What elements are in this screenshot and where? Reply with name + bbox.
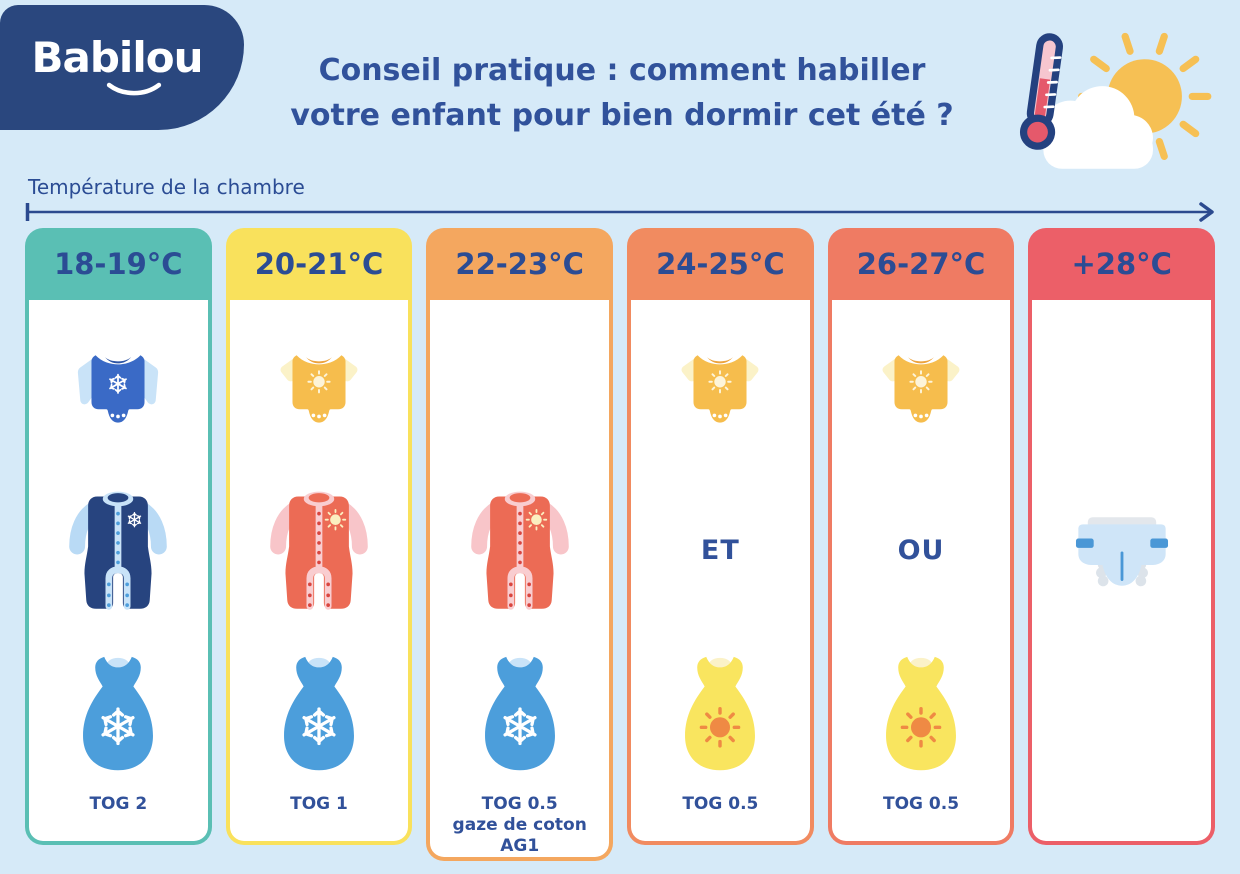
connector-ou: OU: [897, 534, 945, 566]
bodysuit-long-sleeve-snowflake-icon: [78, 355, 159, 423]
logo-card: Babilou: [0, 5, 244, 130]
bodysuit-short-sleeve-sun-icon: [882, 355, 960, 423]
temp-column-body: TOG 0.5 gaze de coton AG1: [426, 300, 614, 861]
temp-label: 22-23°C: [455, 247, 584, 281]
temp-label: +28°C: [1071, 247, 1172, 281]
empty-row: [1032, 300, 1211, 468]
temp-column-20-21: 20-21°C: [225, 228, 413, 845]
temp-header-24-25: 24-25°C: [627, 228, 814, 300]
axis-label: Température de la chambre: [28, 175, 305, 199]
temp-label: 24-25°C: [656, 247, 785, 281]
sleeping-bag-snowflake-icon: [284, 656, 354, 770]
connector-et: ET: [700, 534, 740, 566]
title-line-1: Conseil pratique : comment habiller: [318, 53, 926, 88]
pyjama-snowflake-icon: [77, 491, 160, 609]
thermometer-icon: [1019, 33, 1064, 150]
temp-column-26-27: 26-27°C OU: [827, 228, 1015, 845]
tog-label: TOG 0.5: [682, 794, 759, 814]
temp-column-body: ET TOG 0.5: [627, 300, 814, 845]
logo-smile-icon: [106, 82, 162, 96]
temp-header-26-27: 26-27°C: [827, 228, 1015, 300]
temp-header-20-21: 20-21°C: [225, 228, 413, 300]
temp-label: 18-19°C: [54, 247, 183, 281]
cloud-icon: [1042, 86, 1153, 169]
sleeping-bag-sun-icon: [685, 656, 756, 770]
tog-label: TOG 0.5 gaze de coton AG1: [430, 790, 609, 857]
title-line-2: votre enfant pour bien dormir cet été ?: [290, 98, 954, 133]
temp-column-body: OU TOG 0.5: [827, 300, 1015, 845]
temp-column-18-19: 18-19°C: [25, 228, 212, 845]
temp-column-body: [1028, 300, 1216, 845]
empty-row: [1032, 632, 1211, 790]
bodysuit-short-sleeve-sun-icon: [681, 355, 759, 423]
tog-label: TOG 0.5: [883, 794, 960, 814]
pyjama-sun-icon: [278, 491, 360, 609]
temp-column-28-plus: +28°C: [1028, 228, 1216, 845]
diaper-icon: [1075, 516, 1168, 586]
temp-header-22-23: 22-23°C: [426, 228, 614, 300]
temp-label: 20-21°C: [254, 247, 384, 281]
bodysuit-short-sleeve-sun-icon: [280, 355, 358, 423]
tog-label: TOG 1: [290, 794, 348, 814]
temperature-columns: 18-19°C: [25, 228, 1216, 861]
temp-column-body: TOG 1: [225, 300, 413, 845]
tog-label: TOG 2: [89, 794, 148, 814]
temp-header-28-plus: +28°C: [1028, 228, 1216, 300]
logo-text: Babilou: [31, 33, 204, 82]
temp-label: 26-27°C: [856, 247, 986, 281]
sleeping-bag-snowflake-icon: [83, 656, 154, 770]
sleeping-bag-snowflake-icon: [484, 656, 555, 770]
pyjama-sun-icon: [478, 491, 561, 609]
page-title: Conseil pratique : comment habiller votr…: [252, 48, 992, 138]
empty-row: [430, 300, 609, 468]
sleeping-bag-sun-icon: [886, 656, 956, 770]
temp-column-24-25: 24-25°C ET: [627, 228, 814, 845]
temp-header-18-19: 18-19°C: [25, 228, 212, 300]
temp-column-body: TOG 2: [25, 300, 212, 845]
tog-sub-label: gaze de coton AG1: [452, 815, 587, 856]
temp-column-22-23: 22-23°C TOG 0.5: [426, 228, 614, 861]
right-arrow-icon: [25, 202, 1214, 222]
thermometer-sun-cloud-icon: [1019, 32, 1212, 169]
